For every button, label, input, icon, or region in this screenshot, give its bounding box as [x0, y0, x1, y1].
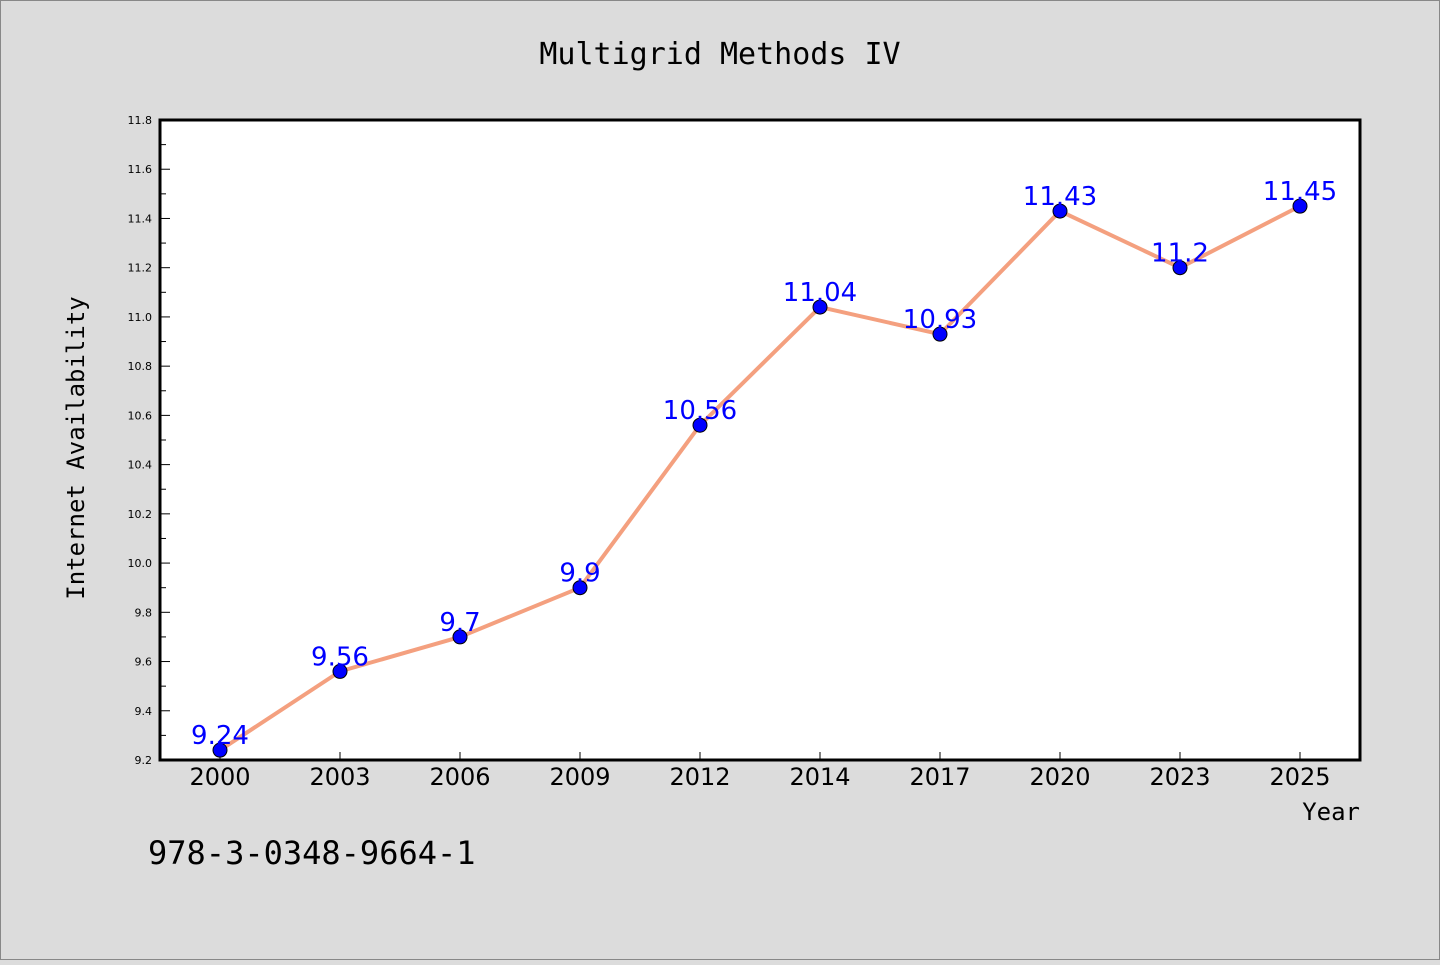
x-tick-label: 2009	[549, 763, 610, 791]
isbn-text: 978-3-0348-9664-1	[148, 834, 476, 872]
y-tick-label: 11.6	[128, 163, 153, 176]
y-tick-label: 10.0	[128, 557, 153, 570]
data-point	[572, 580, 588, 596]
y-tick-label: 10.2	[128, 508, 153, 521]
y-tick-label: 11.4	[128, 212, 153, 225]
y-tick-label: 9.8	[135, 606, 153, 619]
data-point	[452, 629, 468, 645]
x-tick-label: 2014	[789, 763, 850, 791]
data-label: 9.24	[191, 721, 249, 751]
y-tick-label: 9.2	[135, 754, 153, 767]
data-label: 9.7	[439, 608, 480, 638]
x-tick-label: 2006	[429, 763, 490, 791]
x-axis-label: Year	[1302, 798, 1360, 826]
data-label: 11.2	[1151, 239, 1209, 269]
y-tick-label: 10.4	[128, 459, 153, 472]
plot-area	[158, 118, 1362, 762]
data-label: 11.45	[1263, 177, 1337, 207]
series-polyline	[218, 204, 1301, 752]
x-tick-label: 2003	[309, 763, 370, 791]
data-label: 11.04	[783, 278, 857, 308]
y-tick-label: 9.4	[135, 705, 153, 718]
y-tick-label: 11.2	[128, 262, 153, 275]
data-point	[932, 326, 948, 342]
data-point	[812, 299, 828, 315]
y-axis: 9.2 9.4 9.6 9.8 10.0 10.2 10.4 10.6 10.8 11.0 11.2…	[128, 114, 170, 767]
y-tick-label: 10.6	[128, 409, 153, 422]
series-markers	[212, 198, 1308, 758]
x-tick-label: 2017	[909, 763, 970, 791]
data-point	[1172, 260, 1188, 276]
data-point	[332, 663, 348, 679]
y-tick-label: 11.0	[128, 311, 153, 324]
x-tick-label: 2012	[669, 763, 730, 791]
data-label: 10.56	[663, 396, 737, 426]
data-label: 10.93	[903, 305, 977, 335]
y-axis-label: Internet Availability	[62, 296, 90, 599]
data-point	[1052, 203, 1068, 219]
data-point	[692, 417, 708, 433]
x-tick-label: 2023	[1149, 763, 1210, 791]
data-label: 11.43	[1023, 182, 1097, 212]
y-tick-label: 11.8	[128, 114, 153, 127]
y-tick-label: 9.6	[135, 656, 153, 669]
data-labels: 9.24 9.56 9.7 9.9 10.56 11.04 10.93 11.43 11.2 11…	[191, 177, 1337, 751]
y-tick-label: 10.8	[128, 360, 153, 373]
data-label: 9.56	[311, 642, 369, 672]
x-tick-label: 2020	[1029, 763, 1090, 791]
data-point	[1292, 198, 1308, 214]
x-tick-label: 2000	[189, 763, 250, 791]
x-axis: 2000 2003 2006 2009 2012 2014 2017 2020 2023 2025	[189, 752, 1331, 791]
series-line	[218, 204, 1301, 752]
chart-title: Multigrid Methods IV	[539, 37, 900, 72]
x-tick-label: 2025	[1269, 763, 1330, 791]
data-label: 9.9	[559, 559, 600, 589]
data-point	[212, 742, 228, 758]
